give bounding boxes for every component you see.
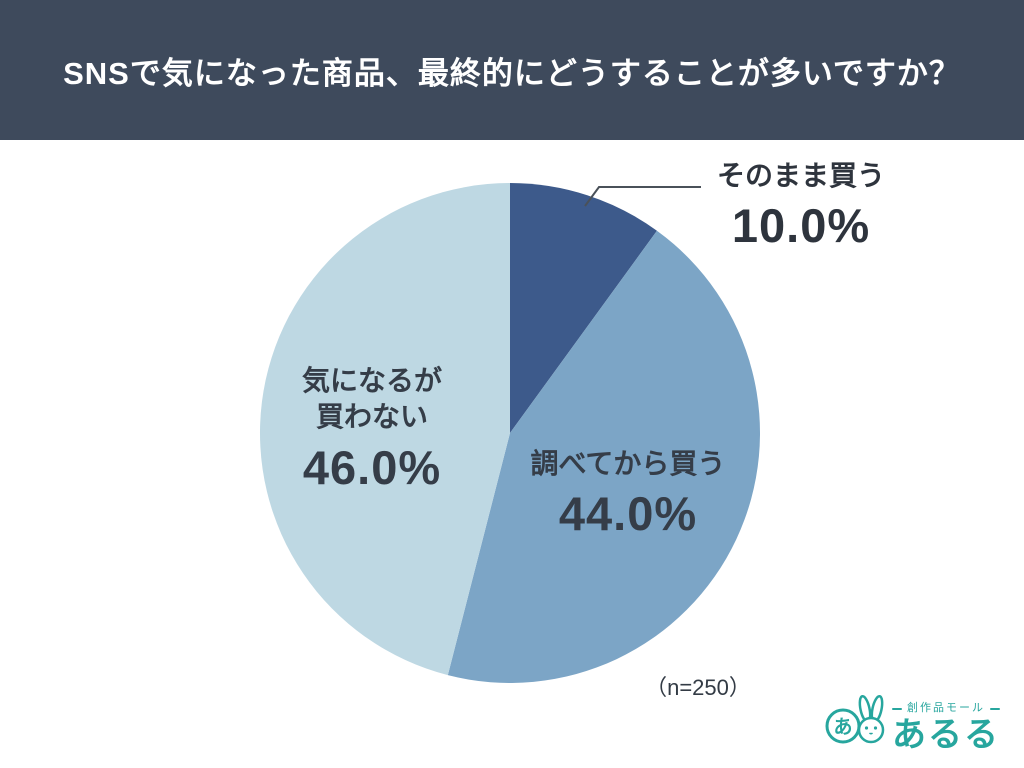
logo-subtitle: 創作品モール [892, 703, 1000, 714]
logo-mascot-icon: あ [825, 694, 885, 744]
slice-callout-kawanai: 気になるが 買わない 46.0% [248, 363, 496, 495]
svg-text:あ: あ [833, 716, 852, 738]
logo: あ 創作品モール あるる [820, 682, 1000, 752]
sample-size-label: （n=250） [645, 675, 751, 700]
slice-label: 調べてから買う [530, 448, 726, 479]
pie-slice-1 [447, 230, 761, 684]
slice-label: 気になるが 買わない [248, 363, 496, 436]
slice-label-line2: 買わない [315, 401, 428, 433]
slice-label: そのまま買う [716, 160, 885, 191]
slice-callout-shirabete: 調べてから買う 44.0% [495, 446, 761, 541]
pie-slice-0 [510, 183, 657, 433]
slice-percent: 44.0% [558, 487, 698, 541]
slice-percent: 46.0% [302, 440, 442, 494]
leader-line [584, 186, 701, 207]
logo-wordmark: あるる [892, 716, 1000, 754]
header: SNSで気になった商品、最終的にどうすることが多いですか？ [0, 0, 1024, 140]
slice-percent: 10.0% [731, 199, 871, 253]
pie-slice-2 [259, 182, 510, 676]
slice-label-line1: 気になるが [301, 365, 442, 396]
slice-callout-sonomama: そのまま買う 10.0% [676, 158, 926, 253]
page-title: SNSで気になった商品、最終的にどうすることが多いですか？ [63, 55, 961, 91]
